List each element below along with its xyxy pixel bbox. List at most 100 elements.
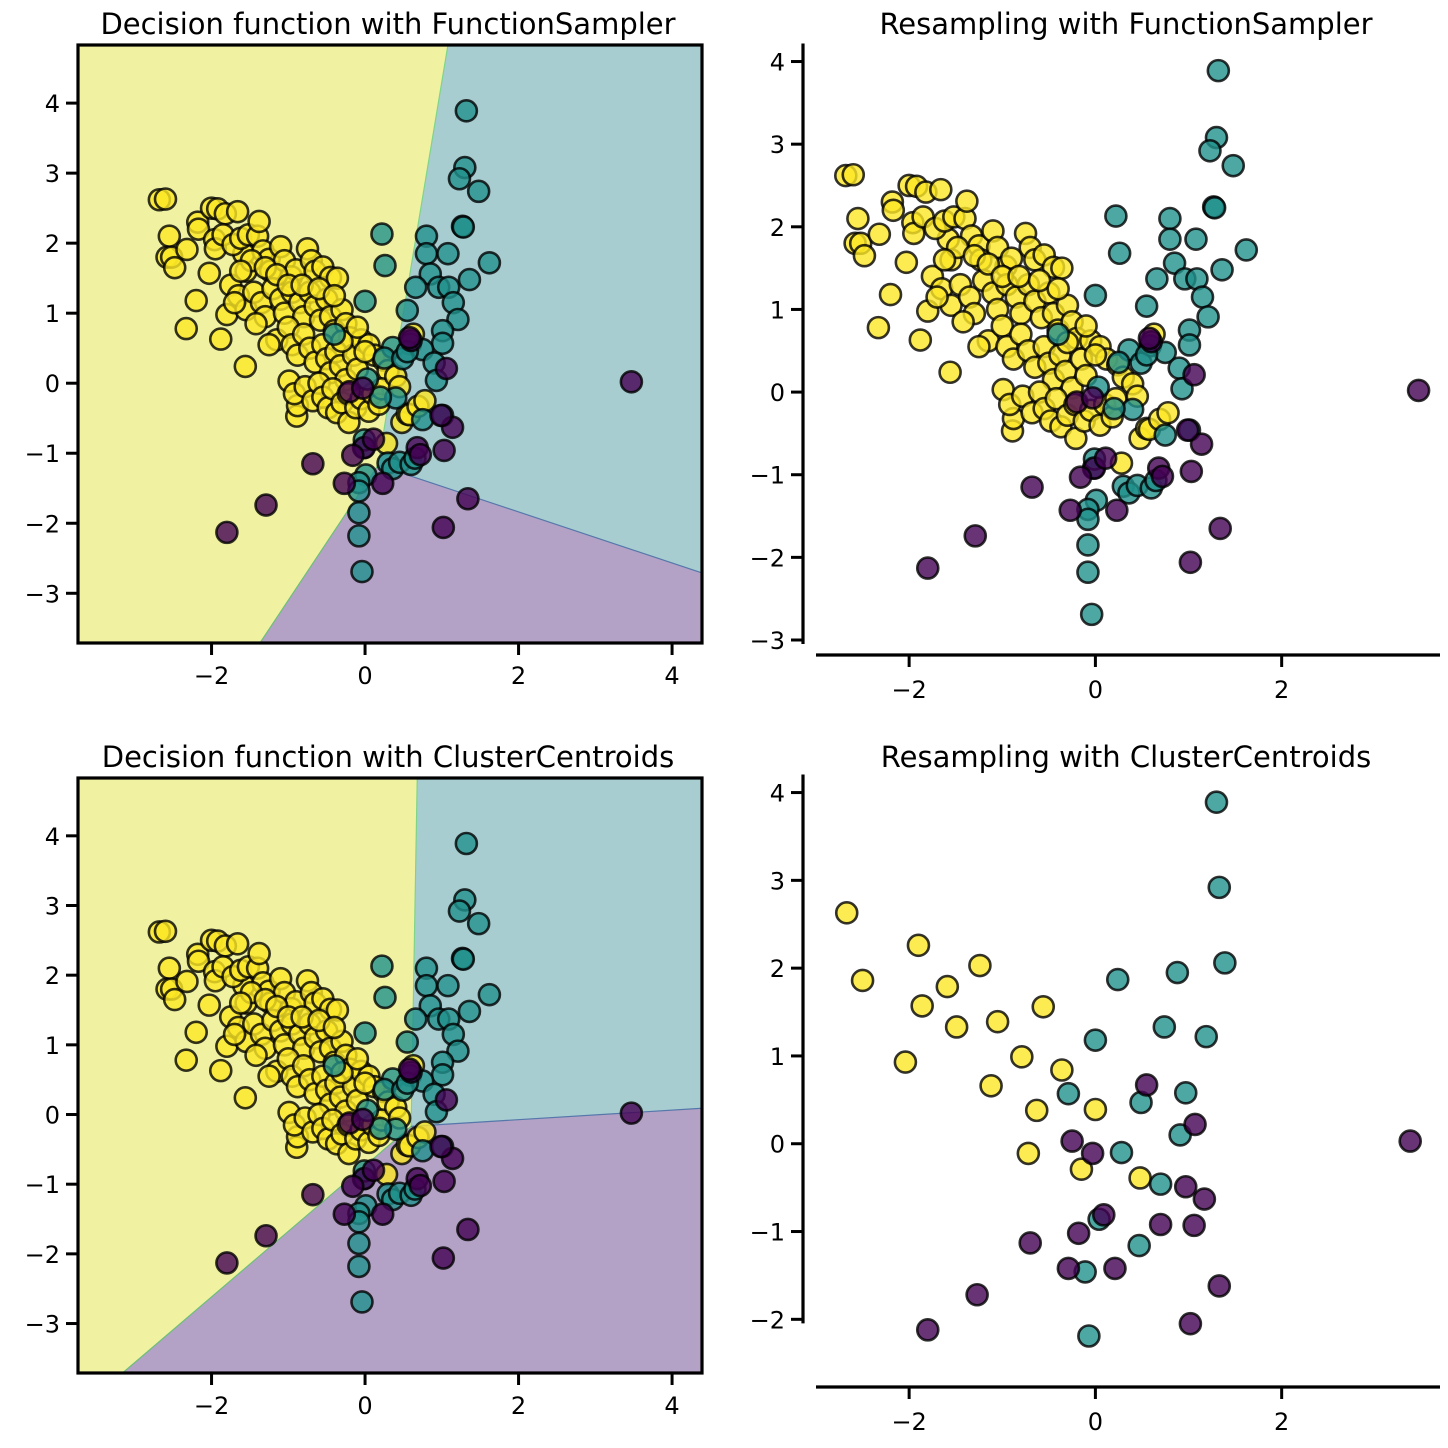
point-class-1 — [1076, 533, 1100, 557]
point-class-1 — [1056, 1081, 1081, 1106]
y-tick-label: 0 — [45, 370, 60, 398]
point-class-2 — [175, 237, 199, 262]
point-class-0 — [340, 443, 365, 468]
point-class-0 — [301, 1182, 325, 1207]
scatter-points — [147, 99, 644, 584]
point-class-2 — [157, 956, 182, 981]
point-class-2 — [322, 283, 347, 308]
point-class-2 — [228, 991, 253, 1015]
point-class-0 — [429, 403, 453, 428]
point-class-1 — [447, 166, 472, 191]
point-class-0 — [1189, 432, 1214, 456]
point-class-1 — [1076, 560, 1100, 585]
boundary-line — [411, 1107, 703, 1127]
axes: −2 0 2 −3 −2 −1 0 1 2 3 4 — [750, 43, 1440, 704]
point-class-2 — [162, 255, 187, 280]
point-class-2 — [247, 941, 271, 966]
point-class-1 — [1046, 322, 1070, 347]
point-class-2 — [1069, 1157, 1094, 1181]
point-class-0 — [408, 1173, 433, 1198]
point-class-0 — [370, 1202, 395, 1226]
point-class-0 — [1137, 326, 1162, 351]
point-class-1 — [414, 973, 439, 998]
point-class-2 — [345, 1046, 370, 1071]
point-class-1 — [1177, 333, 1202, 357]
x-tick-label: 0 — [1088, 676, 1103, 704]
point-class-0 — [431, 515, 456, 540]
x-tick-label: 0 — [1088, 1408, 1103, 1436]
point-class-0 — [1406, 378, 1431, 403]
point-class-2 — [225, 932, 250, 956]
y-tick-label: 1 — [770, 1043, 785, 1071]
point-class-2 — [925, 285, 949, 309]
y-tick-label: −2 — [750, 1306, 785, 1334]
point-class-2 — [944, 1015, 969, 1039]
point-class-1 — [447, 899, 472, 923]
point-class-2 — [955, 189, 979, 213]
point-class-2 — [850, 968, 875, 993]
point-class-0 — [1207, 1274, 1232, 1298]
point-class-2 — [174, 1048, 199, 1072]
scatter-points — [834, 58, 1431, 627]
y-tick-label: 4 — [770, 780, 785, 808]
point-class-2 — [162, 987, 187, 1012]
point-class-1 — [403, 1007, 428, 1031]
region-class-0 — [259, 465, 702, 643]
point-class-0 — [361, 427, 386, 452]
x-tick-label: −2 — [891, 1408, 926, 1436]
y-tick-label: 4 — [770, 49, 785, 77]
point-class-2 — [353, 339, 377, 364]
x-tick-label: −2 — [891, 676, 926, 704]
x-tick-label: 0 — [357, 1392, 372, 1420]
y-tick-label: 2 — [770, 214, 785, 242]
point-class-1 — [1109, 1140, 1134, 1165]
point-class-2 — [1016, 1141, 1041, 1166]
point-class-1 — [322, 1053, 347, 1078]
point-class-2 — [225, 199, 250, 224]
point-class-1 — [477, 982, 502, 1007]
axes-frame — [76, 776, 704, 1375]
point-class-1 — [1202, 195, 1227, 220]
point-class-1 — [454, 99, 479, 123]
axes: −2 0 2 4 −3 −2 −1 0 1 2 3 4 — [25, 776, 704, 1420]
point-class-2 — [1050, 1058, 1074, 1082]
point-class-1 — [395, 298, 420, 323]
point-class-2 — [893, 1050, 918, 1074]
scatter-points — [834, 790, 1422, 1348]
y-tick-label: 3 — [770, 867, 785, 895]
point-class-0 — [1148, 1212, 1173, 1237]
point-class-0 — [1398, 1129, 1422, 1153]
x-tick-label: 2 — [1274, 676, 1289, 704]
point-class-1 — [457, 999, 482, 1024]
point-class-2 — [222, 290, 247, 315]
scatter-points — [147, 831, 644, 1314]
point-class-2 — [1128, 1166, 1152, 1190]
point-class-1 — [370, 222, 394, 246]
point-class-1 — [451, 947, 476, 971]
point-class-2 — [834, 901, 859, 925]
point-class-0 — [332, 1202, 357, 1226]
point-class-1 — [1213, 951, 1237, 975]
y-tick-label: 4 — [45, 90, 60, 118]
point-class-0 — [1178, 550, 1203, 575]
point-class-1 — [403, 275, 428, 300]
point-class-0 — [1068, 465, 1093, 490]
point-class-1 — [1102, 396, 1126, 421]
point-class-1 — [1104, 204, 1128, 228]
point-class-2 — [184, 1020, 208, 1045]
point-class-2 — [894, 250, 919, 275]
y-tick-label: 1 — [45, 300, 60, 328]
point-class-0 — [361, 1158, 386, 1183]
point-class-0 — [397, 325, 422, 350]
point-class-1 — [353, 1021, 377, 1045]
point-class-1 — [436, 973, 460, 998]
y-tick-label: 3 — [45, 160, 60, 188]
y-tick-label: −1 — [750, 1219, 785, 1247]
point-class-0 — [1150, 464, 1175, 489]
point-class-1 — [466, 911, 491, 936]
point-class-1 — [353, 289, 377, 314]
point-class-1 — [347, 500, 371, 525]
point-class-2 — [257, 1064, 281, 1088]
point-class-2 — [197, 261, 222, 286]
